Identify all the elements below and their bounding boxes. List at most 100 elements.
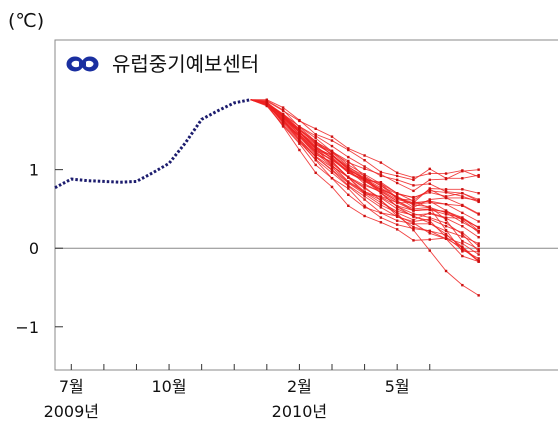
forecast-point <box>412 227 415 230</box>
forecast-point <box>477 250 480 253</box>
forecast-point <box>281 106 285 109</box>
forecast-point <box>477 260 480 263</box>
forecast-point <box>395 196 399 200</box>
forecast-point <box>412 218 415 222</box>
ecmwf-logo-icon <box>66 56 99 72</box>
forecast-point <box>477 213 480 216</box>
forecast-point <box>412 176 415 179</box>
forecast-point <box>314 163 317 167</box>
forecast-point <box>395 210 399 213</box>
forecast-point <box>412 228 415 232</box>
forecast-point <box>298 140 301 144</box>
forecast-point <box>395 228 399 231</box>
forecast-point <box>461 235 464 238</box>
x-tick-label: 10월 <box>152 377 187 396</box>
forecast-point <box>379 201 383 204</box>
forecast-point <box>363 159 366 162</box>
forecast-point <box>281 120 285 123</box>
forecast-point <box>347 204 350 207</box>
forecast-point <box>444 196 448 200</box>
forecast-point <box>477 173 480 177</box>
forecast-point <box>347 147 350 150</box>
forecast-point <box>428 221 431 225</box>
y-tick-label: 1 <box>29 161 39 180</box>
forecast-point <box>444 232 448 236</box>
forecast-point <box>363 167 366 171</box>
forecast-point <box>363 184 366 187</box>
forecast-point <box>314 133 317 136</box>
forecast-point <box>395 205 399 208</box>
forecast-point <box>281 122 285 125</box>
forecast-point <box>314 151 317 154</box>
forecast-point <box>347 155 350 159</box>
forecast-point <box>347 161 350 164</box>
forecast-point <box>444 188 448 191</box>
forecast-point <box>461 169 464 172</box>
forecast-point <box>298 139 301 142</box>
forecast-point <box>444 229 448 233</box>
forecast-point <box>330 177 334 180</box>
forecast-point <box>428 249 431 252</box>
forecast-point <box>347 148 350 152</box>
forecast-point <box>330 163 334 167</box>
forecast-point <box>477 236 480 239</box>
forecast-point <box>428 238 431 241</box>
forecast-point <box>314 143 317 146</box>
forecast-point <box>347 165 350 168</box>
forecast-point <box>314 127 317 130</box>
forecast-point <box>363 177 366 180</box>
forecast-point <box>444 213 448 216</box>
forecast-point <box>477 242 480 245</box>
forecast-point <box>347 168 350 171</box>
forecast-point <box>461 216 464 219</box>
forecast-point <box>314 140 317 144</box>
forecast-point <box>477 168 480 171</box>
forecast-point <box>330 139 334 142</box>
forecast-point <box>395 223 399 226</box>
forecast-point <box>428 189 431 193</box>
forecast-point <box>379 199 383 202</box>
forecast-point <box>412 202 415 205</box>
forecast-point <box>298 135 301 138</box>
forecast-point <box>395 181 399 185</box>
y-tick-label: −1 <box>15 318 39 337</box>
forecast-point <box>444 195 448 198</box>
forecast-point <box>363 191 366 194</box>
forecast-point <box>412 221 415 225</box>
forecast-point <box>347 163 350 167</box>
forecast-point <box>412 189 415 193</box>
forecast-point <box>428 172 431 175</box>
forecast-point <box>330 149 334 152</box>
forecast-point <box>379 221 383 224</box>
forecast-point <box>330 166 334 169</box>
forecast-point <box>363 173 366 176</box>
forecast-point <box>395 198 399 201</box>
forecast-point <box>298 133 301 136</box>
forecast-point <box>363 187 366 190</box>
forecast-point <box>379 161 383 164</box>
forecast-point <box>412 207 415 211</box>
forecast-point <box>461 246 464 249</box>
forecast-point <box>428 201 431 204</box>
forecast-point <box>330 153 334 156</box>
logo: 유럽중기예보센터 <box>66 52 259 76</box>
forecast-point <box>379 196 383 200</box>
forecast-point <box>298 119 301 123</box>
forecast-point <box>363 180 366 183</box>
forecast-point <box>363 195 366 198</box>
forecast-point <box>412 196 415 200</box>
forecast-point <box>444 211 448 215</box>
forecast-point <box>363 192 366 196</box>
forecast-point <box>444 218 448 222</box>
forecast-point <box>477 247 480 251</box>
forecast-point <box>477 220 480 223</box>
forecast-point <box>363 174 366 178</box>
forecast-point <box>412 225 415 229</box>
forecast-point <box>281 114 285 117</box>
forecast-point <box>477 253 480 256</box>
forecast-point <box>395 211 399 215</box>
forecast-point <box>314 137 317 140</box>
forecast-point <box>363 182 366 185</box>
forecast-point <box>444 225 448 228</box>
forecast-point <box>428 217 431 221</box>
